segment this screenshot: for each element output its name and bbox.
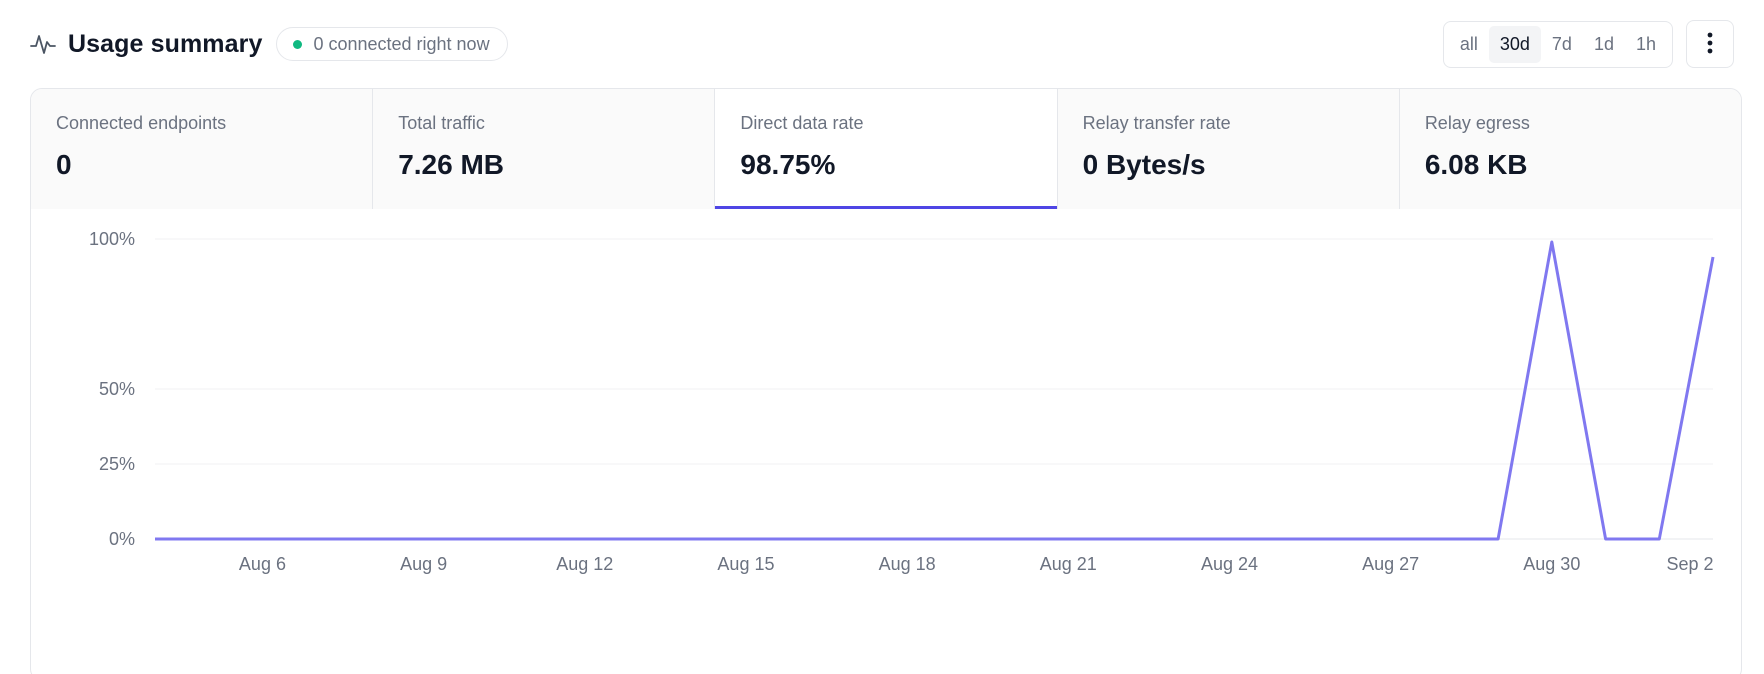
stat-label: Relay egress bbox=[1424, 113, 1530, 133]
stats-row: Connected endpoints 0 Total traffic 7.26… bbox=[31, 89, 1741, 209]
stat-total-traffic[interactable]: Total traffic 7.26 MB bbox=[373, 89, 716, 209]
activity-icon bbox=[30, 31, 56, 57]
stat-relay-transfer-rate[interactable]: Relay transfer rate 0 Bytes/s bbox=[1058, 89, 1400, 209]
range-option-1d[interactable]: 1d bbox=[1583, 26, 1625, 63]
title-group: Usage summary 0 connected right now bbox=[30, 24, 508, 64]
status-dot bbox=[293, 39, 303, 49]
range-option-30d[interactable]: 30d bbox=[1488, 26, 1541, 63]
direct-data-rate-chart: 100% 50% 25% 0% Aug 6 Aug 9 Aug 12 Aug 15 Aug 1… bbox=[89, 229, 1715, 574]
x-tick-label: Aug 27 bbox=[1362, 554, 1419, 574]
stat-value: 0 bbox=[56, 149, 72, 180]
chart-y-axis: 100% 50% 25% 0% bbox=[89, 229, 135, 549]
x-tick-label: Aug 21 bbox=[1040, 554, 1097, 574]
x-tick-label: Aug 15 bbox=[717, 554, 774, 574]
y-tick-label: 50% bbox=[99, 379, 135, 399]
x-tick-label: Aug 30 bbox=[1523, 554, 1580, 574]
stat-label: Direct data rate bbox=[740, 113, 864, 133]
stat-label: Total traffic bbox=[398, 113, 485, 133]
range-option-7d[interactable]: 7d bbox=[1541, 26, 1583, 63]
range-option-1h[interactable]: 1h bbox=[1625, 26, 1667, 63]
status-text: 0 connected right now bbox=[313, 33, 490, 54]
x-tick-label: Aug 12 bbox=[556, 554, 613, 574]
stat-label: Relay transfer rate bbox=[1082, 113, 1231, 133]
stat-connected-endpoints[interactable]: Connected endpoints 0 bbox=[31, 89, 374, 209]
x-tick-label: Aug 24 bbox=[1201, 554, 1258, 574]
stat-value: 98.75% bbox=[740, 149, 836, 180]
stat-relay-egress[interactable]: Relay egress 6.08 KB bbox=[1400, 89, 1741, 209]
usage-card: Connected endpoints 0 Total traffic 7.26… bbox=[30, 88, 1742, 674]
x-tick-label: Aug 18 bbox=[879, 554, 936, 574]
more-options-button[interactable] bbox=[1686, 20, 1734, 68]
header: Usage summary 0 connected right now all … bbox=[30, 20, 1734, 68]
range-option-all[interactable]: all bbox=[1449, 26, 1489, 63]
status-badge: 0 connected right now bbox=[276, 27, 508, 61]
x-tick-label: Aug 9 bbox=[400, 554, 447, 574]
stat-value: 0 Bytes/s bbox=[1082, 149, 1206, 180]
stat-label: Connected endpoints bbox=[56, 113, 227, 133]
vertical-dots-icon bbox=[1707, 32, 1713, 57]
page-title: Usage summary bbox=[68, 29, 263, 58]
stat-direct-data-rate[interactable]: Direct data rate 98.75% bbox=[715, 89, 1058, 209]
time-range-selector: all 30d 7d 1d 1h bbox=[1442, 21, 1673, 68]
series-line bbox=[155, 240, 1715, 541]
x-tick-label: Sep 2 bbox=[1666, 554, 1713, 574]
chart-gridlines bbox=[155, 238, 1713, 540]
y-tick-label: 25% bbox=[99, 454, 135, 474]
chart-x-axis: Aug 6 Aug 9 Aug 12 Aug 15 Aug 18 Aug 21 Aug 24… bbox=[239, 554, 1714, 574]
stat-value: 7.26 MB bbox=[398, 149, 505, 180]
y-tick-label: 0% bbox=[109, 529, 135, 549]
x-tick-label: Aug 6 bbox=[239, 554, 286, 574]
y-tick-label: 100% bbox=[89, 229, 135, 249]
stat-value: 6.08 KB bbox=[1424, 149, 1528, 180]
